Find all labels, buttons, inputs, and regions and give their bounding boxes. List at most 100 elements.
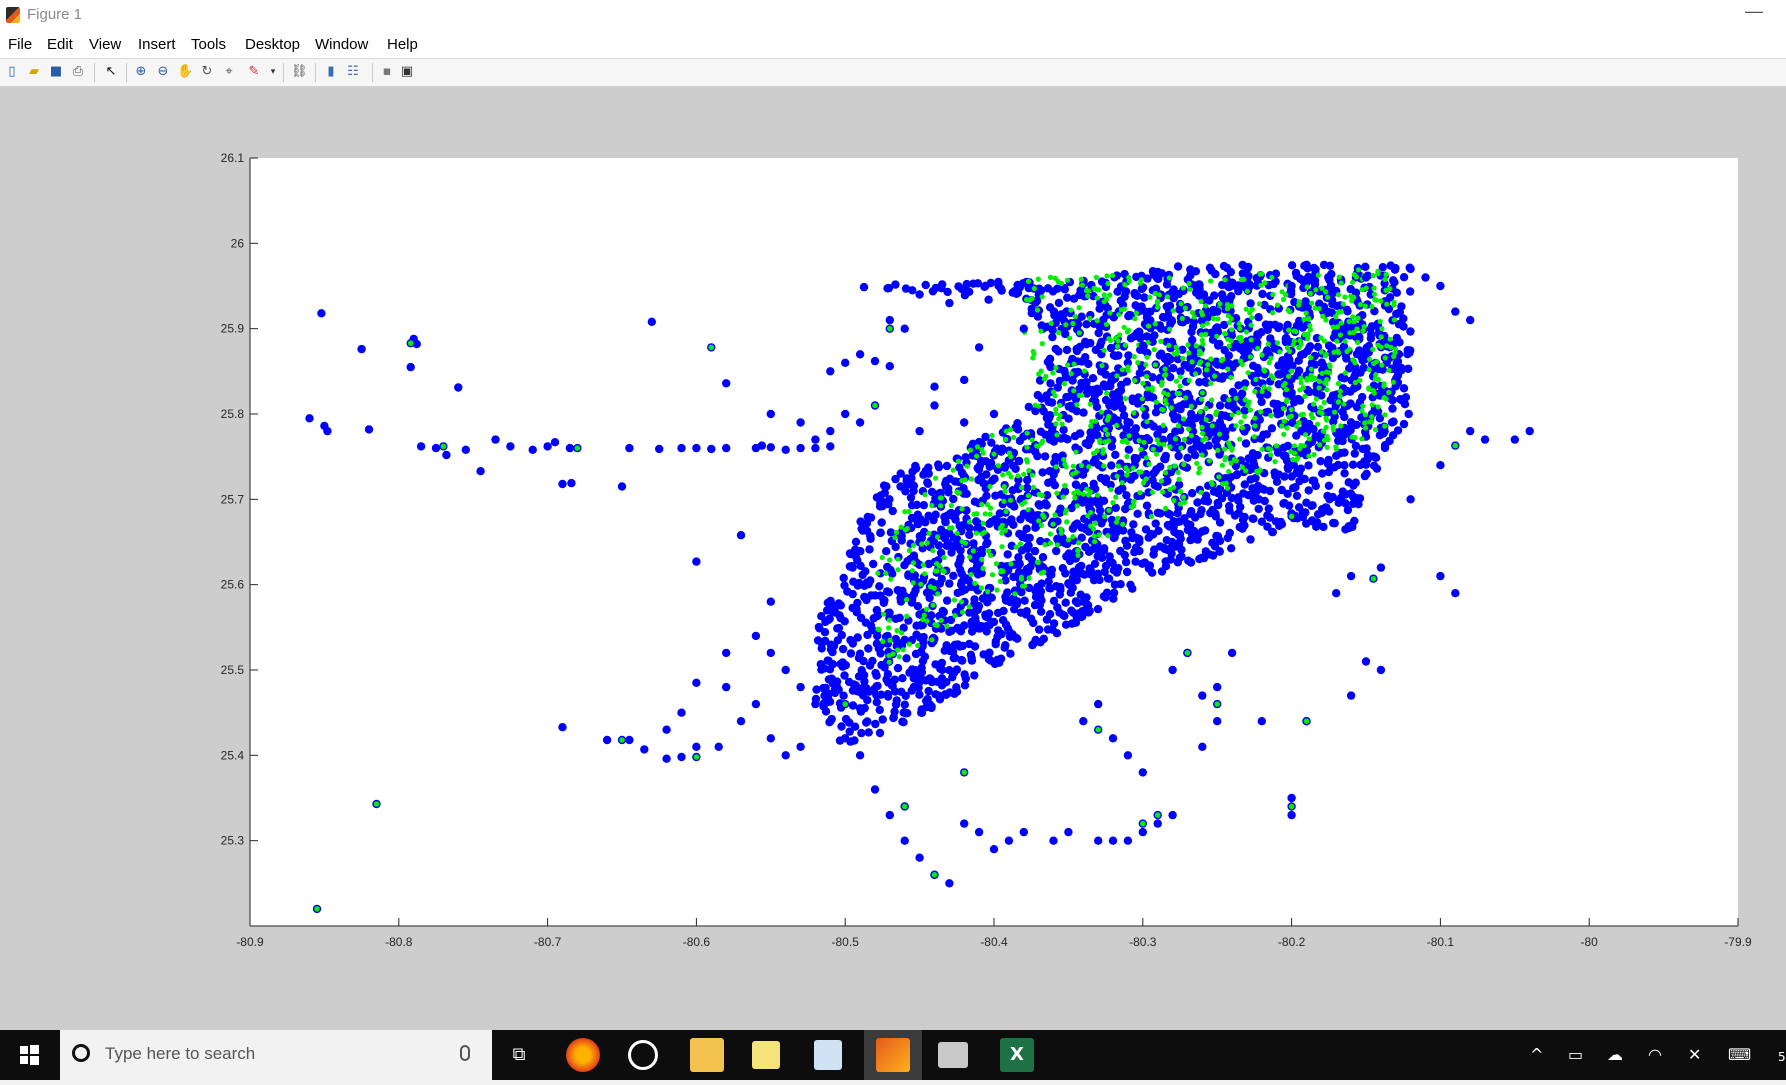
cluster-point-blue (1263, 325, 1272, 334)
task-view-icon[interactable]: ⧉ (512, 1044, 526, 1065)
cluster-point-green (1053, 406, 1059, 412)
cluster-point-blue (846, 635, 855, 645)
cluster-point-green (1144, 419, 1150, 425)
paint-icon[interactable] (814, 1040, 842, 1070)
edit-plot-icon[interactable]: ↖ (105, 64, 117, 79)
data-cursor-icon[interactable]: ⌖ (225, 64, 233, 79)
cluster-point-blue (878, 715, 887, 724)
minimize-button[interactable]: — (1745, 1, 1763, 21)
cluster-point-blue (883, 587, 892, 596)
groove-icon[interactable] (628, 1040, 658, 1070)
menu-edit[interactable]: Edit (47, 36, 73, 53)
cluster-point-blue (829, 641, 839, 651)
volume-muted-icon[interactable]: ✕ (1688, 1045, 1702, 1064)
new-figure-icon[interactable]: ▯ (8, 64, 16, 79)
pan-icon[interactable]: ✋ (177, 64, 194, 79)
cluster-point-green (954, 530, 960, 536)
cluster-point-blue (902, 654, 911, 663)
cluster-point-blue (1011, 633, 1020, 642)
cluster-point-green (1188, 403, 1194, 409)
file-explorer-icon[interactable] (690, 1038, 724, 1072)
scatter-point-blue (1525, 426, 1534, 436)
scatter-point-blue (1466, 426, 1475, 436)
excel-icon[interactable]: X (1000, 1038, 1034, 1072)
cluster-point-green (886, 625, 892, 631)
scatter-point-blue (1138, 341, 1148, 350)
menu-desktop[interactable]: Desktop (245, 36, 301, 53)
firefox-icon[interactable] (566, 1038, 600, 1072)
cluster-point-green (1352, 435, 1358, 441)
menu-insert[interactable]: Insert (138, 36, 176, 53)
cluster-point-blue (1143, 389, 1152, 398)
scatter-plot[interactable]: -80.9 -80.8 -80.7 -80.6 -80.5 -80.4 -80.3 -80.2… (0, 87, 1786, 1030)
cluster-point-blue (1371, 453, 1381, 462)
print-icon[interactable]: ⎙ (72, 64, 84, 79)
cluster-point-blue (872, 698, 881, 707)
cluster-point-blue (1046, 584, 1055, 593)
scatter-point-blue (1227, 648, 1237, 658)
cluster-point-blue (977, 545, 986, 555)
battery-icon[interactable]: ▭ (1568, 1045, 1584, 1064)
cluster-point-green (1335, 399, 1342, 405)
cluster-point-blue (970, 642, 980, 651)
x-tick-label: -80.2 (1278, 935, 1306, 949)
keyboard-icon[interactable]: ⌨ (1728, 1045, 1752, 1064)
link-plot-icon[interactable]: ⛓ (291, 64, 308, 79)
cluster-point-green (1122, 396, 1128, 402)
cluster-point-green (959, 609, 966, 615)
remote-desktop-icon[interactable] (938, 1042, 968, 1068)
menu-file[interactable]: File (8, 36, 33, 53)
colorbar-icon[interactable]: ▮ (327, 64, 335, 79)
cluster-point-blue (1156, 509, 1165, 518)
show-hidden-icons-icon[interactable]: ^ (1530, 1045, 1544, 1064)
matlab-icon[interactable] (876, 1038, 910, 1072)
scatter-point-blue (565, 443, 575, 453)
cluster-point-green (1110, 500, 1116, 506)
save-icon[interactable]: ■ (49, 64, 63, 79)
cluster-point-blue (984, 655, 994, 664)
cluster-point-blue (1174, 290, 1183, 299)
cluster-point-blue (964, 576, 973, 585)
wifi-icon[interactable]: ◠ (1648, 1045, 1662, 1064)
cluster-point-green (1222, 277, 1228, 283)
onedrive-icon[interactable]: ☁ (1607, 1045, 1623, 1064)
start-button[interactable] (0, 1030, 58, 1080)
hide-plot-tools-icon[interactable]: ▪ (382, 64, 392, 79)
cluster-point-green (1253, 376, 1259, 383)
cluster-point-green (1388, 344, 1394, 350)
cluster-point-blue (1101, 382, 1110, 391)
scatter-point-blue (1451, 589, 1460, 598)
cluster-point-blue (1167, 549, 1176, 558)
rotate-3d-icon[interactable]: ↻ (201, 64, 213, 79)
clock-fragment[interactable]: 5 (1778, 1050, 1786, 1064)
menu-window[interactable]: Window (315, 36, 369, 53)
menu-tools[interactable]: Tools (191, 36, 227, 53)
taskbar-search-box[interactable]: Type here to search (60, 1030, 492, 1080)
cluster-point-blue (953, 588, 962, 598)
cluster-point-green (1160, 422, 1166, 428)
cluster-point-blue (989, 617, 999, 627)
cluster-point-green (1237, 325, 1243, 331)
cluster-point-green (1239, 361, 1245, 368)
cluster-point-blue (1106, 343, 1116, 353)
microphone-icon[interactable] (460, 1045, 470, 1061)
zoom-out-icon[interactable]: ⊖ (157, 64, 169, 79)
y-tick-label: 25.5 (221, 663, 245, 677)
cluster-point-green (1054, 542, 1061, 548)
open-icon[interactable]: ▰ (29, 64, 39, 79)
cluster-point-blue (1030, 546, 1040, 556)
cluster-point-blue (1188, 335, 1197, 345)
cluster-point-blue (1033, 582, 1042, 592)
show-plot-tools-icon[interactable]: ▣ (400, 64, 414, 79)
cluster-point-green (1285, 307, 1291, 313)
sticky-notes-icon[interactable] (752, 1041, 780, 1069)
menu-view[interactable]: View (89, 36, 122, 53)
scatter-point-blue (1168, 810, 1177, 820)
zoom-in-icon[interactable]: ⊕ (135, 64, 147, 79)
menu-help[interactable]: Help (387, 36, 418, 53)
cluster-point-blue (1154, 274, 1163, 284)
legend-icon[interactable]: ☷ (347, 64, 359, 79)
cluster-point-green (921, 612, 927, 618)
brush-icon[interactable]: ✎ (248, 64, 260, 79)
brush-dropdown-icon[interactable]: ▾ (270, 67, 276, 77)
